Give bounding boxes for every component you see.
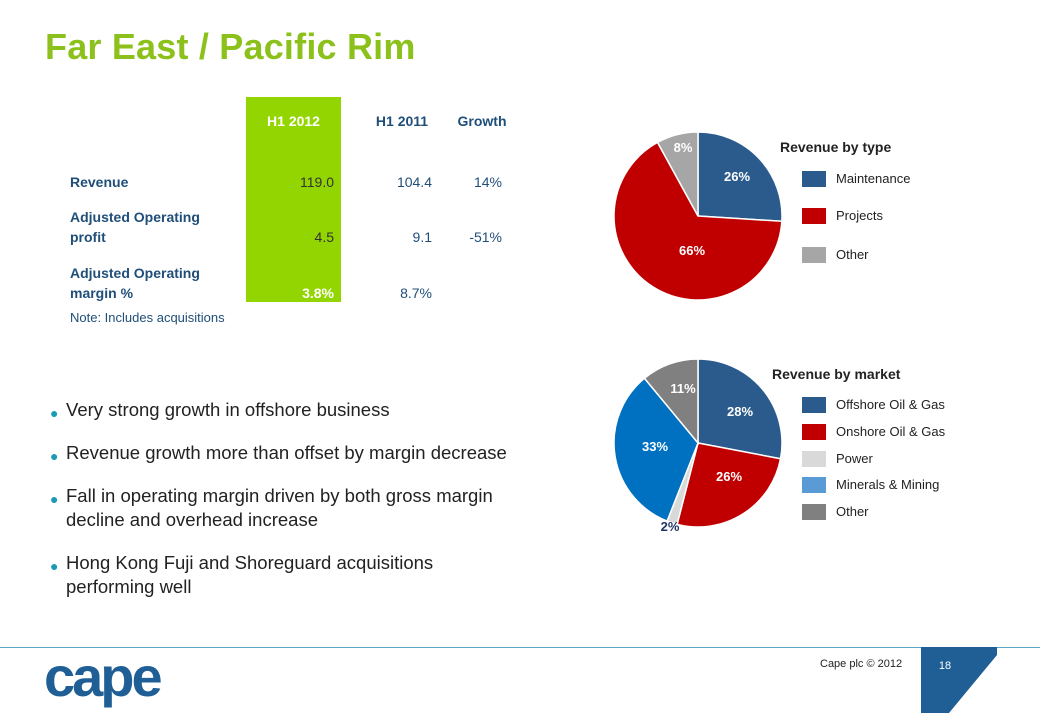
cape-logo: cape	[44, 650, 164, 708]
pie-slice-0-0	[697, 131, 783, 223]
legend-label: Other	[836, 504, 869, 519]
pie-slice-1-4	[643, 358, 699, 446]
page-number: 18	[938, 660, 952, 672]
legend-swatch	[802, 247, 826, 263]
legend-title-type: Revenue by type	[780, 139, 892, 155]
page-title: Far East / Pacific Rim	[45, 26, 416, 67]
legend-swatch	[802, 504, 826, 520]
pie-slice-0-2	[656, 131, 699, 217]
page-tab	[921, 647, 997, 713]
pie-label-1-0: 28%	[727, 404, 753, 419]
header-h1-2011: H1 2011	[375, 113, 429, 129]
results-table: H1 2012 H1 2011 Growth Revenue 119.0 104…	[62, 97, 522, 342]
pie-label-0-2: 8%	[674, 140, 693, 155]
bullet-text: Hong Kong Fuji and Shoreguard acquisitio…	[66, 552, 434, 597]
row-label-adj-op-margin-1: Adjusted Operating	[70, 265, 200, 281]
cell-profit-growth: -51%	[469, 229, 502, 245]
legend-swatch	[802, 208, 826, 224]
legend-swatch	[802, 424, 826, 440]
legend-swatch	[802, 477, 826, 493]
row-label-revenue: Revenue	[70, 174, 129, 190]
legend-label: Other	[836, 247, 869, 262]
legend-label: Minerals & Mining	[836, 477, 940, 492]
cell-revenue-growth: 14%	[473, 174, 502, 190]
legend-title-market: Revenue by market	[772, 366, 901, 382]
bullet-text: Very strong growth in offshore business	[66, 399, 390, 420]
highlight-column	[246, 97, 341, 302]
legend-label: Power	[836, 451, 873, 466]
cell-margin-2011: 8.7%	[400, 285, 432, 301]
legend-label: Offshore Oil & Gas	[836, 397, 945, 412]
pie-label-1-3: 33%	[642, 439, 668, 454]
legend-swatch	[802, 397, 826, 413]
header-growth: Growth	[457, 113, 507, 129]
bullet-dot-icon: ●	[50, 405, 59, 421]
bullet-text: Fall in operating margin driven by both …	[66, 485, 493, 530]
bullet-item: ● Fall in operating margin driven by both…	[50, 484, 520, 532]
row-label-adj-op-profit-2: profit	[70, 229, 106, 245]
pie-slice-1-0	[697, 358, 783, 460]
legend-label: Projects	[836, 208, 883, 223]
bullet-item: ● Revenue growth more than offset by marg…	[50, 441, 520, 465]
pie-slice-1-3	[613, 377, 699, 523]
cell-revenue-2012: 119.0	[300, 174, 334, 190]
pie-slice-0-1	[613, 141, 783, 301]
pie-label-0-0: 26%	[724, 169, 750, 184]
bullet-dot-icon: ●	[50, 558, 59, 574]
row-label-adj-op-margin-2: margin %	[70, 285, 134, 301]
header-h1-2012: H1 2012	[267, 113, 320, 129]
cell-profit-2012: 4.5	[314, 229, 334, 245]
pie-label-1-1: 26%	[716, 469, 742, 484]
pie-charts: 26% 66% 8% 28% 26% 2% 33% 11%	[613, 131, 783, 534]
copyright-text: Cape plc © 2012	[820, 658, 903, 670]
pie-label-1-2: 2%	[661, 519, 680, 534]
cell-margin-2012: 3.8%	[302, 285, 334, 301]
cell-profit-2011: 9.1	[412, 229, 432, 245]
cell-revenue-2011: 104.4	[396, 174, 432, 190]
bullet-item: ● Very strong growth in offshore business	[50, 398, 520, 422]
svg-text:cape: cape	[44, 650, 161, 708]
pie-label-0-1: 66%	[679, 243, 705, 258]
legend-label: Onshore Oil & Gas	[836, 424, 946, 439]
pie-slice-1-1	[676, 442, 782, 528]
legend-label: Maintenance	[836, 171, 911, 186]
row-label-adj-op-profit-1: Adjusted Operating	[70, 209, 200, 225]
pie-label-1-4: 11%	[670, 381, 696, 396]
bullet-list: ● Very strong growth in offshore business…	[50, 398, 520, 618]
legend-swatch	[802, 451, 826, 467]
bullet-item: ● Hong Kong Fuji and Shoreguard acquisiti…	[50, 551, 520, 599]
legend-swatch	[802, 171, 826, 187]
footer-divider	[0, 647, 1040, 648]
bullet-text: Revenue growth more than offset by margi…	[66, 442, 507, 463]
bullet-dot-icon: ●	[50, 491, 59, 507]
bullet-dot-icon: ●	[50, 448, 59, 464]
table-note: Note: Includes acquisitions	[70, 310, 225, 325]
